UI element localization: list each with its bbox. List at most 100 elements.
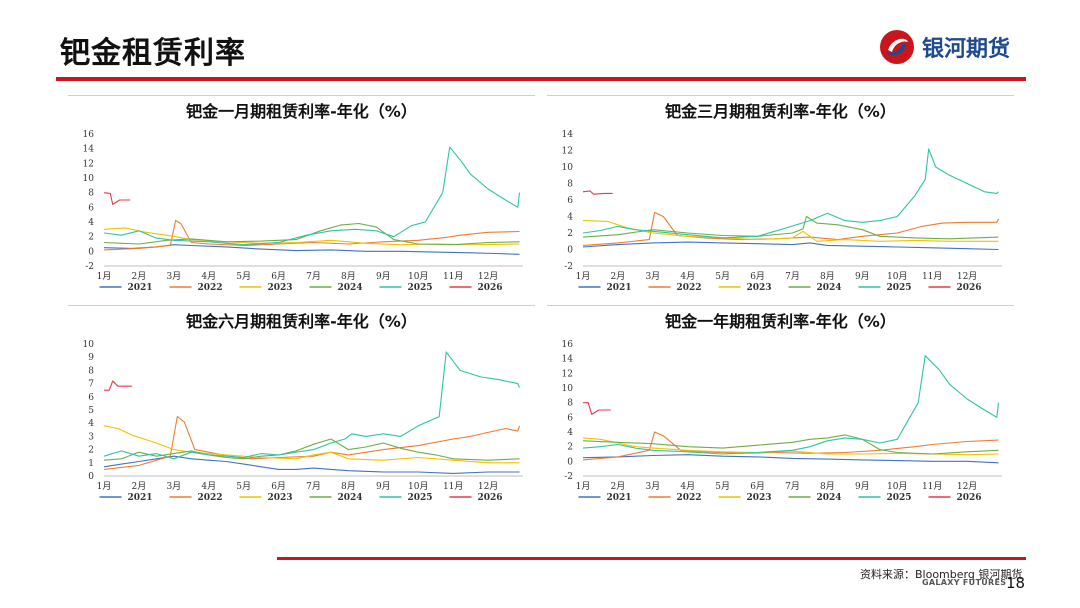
legend-label-2021: 2021	[607, 493, 632, 503]
x-tick-label: 8月	[341, 481, 356, 492]
galaxy-logo-icon	[880, 30, 914, 64]
x-tick-label: 11月	[443, 271, 463, 282]
x-tick-label: 10月	[408, 271, 428, 282]
chart-1y: 钯金一年期租赁利率-年化（%） -2 0 2 4 6 8 10 12 14 16 1月 2月 3月 4月 5月…	[562, 312, 1002, 503]
x-tick-label: 8月	[341, 271, 356, 282]
x-tick-label: 2月	[611, 271, 626, 282]
y-tick-label: 2	[88, 233, 94, 243]
legend-label-2026: 2026	[957, 283, 982, 293]
series-line-2022	[103, 219, 520, 251]
legend-label-2024: 2024	[817, 283, 842, 293]
x-tick-label: 9月	[855, 481, 870, 492]
y-tick-label: 10	[83, 340, 95, 350]
y-tick-label: 3	[88, 432, 94, 442]
x-tick-label: 3月	[166, 481, 181, 492]
x-tick-label: 11月	[922, 481, 942, 492]
x-tick-label: 2月	[132, 271, 147, 282]
y-tick-label: 2	[88, 446, 94, 456]
series-line-2023	[582, 437, 999, 456]
legend-label-2022: 2022	[677, 283, 702, 293]
y-tick-label: 4	[88, 419, 94, 429]
series-line-2022	[103, 416, 521, 470]
chart-6m: 钯金六月期租赁利率-年化（%） 0 1 2 3 4 5 6 7 8 9 10 1月 2月 3月 4月 5月 6月 7…	[83, 312, 523, 503]
y-tick-label: 6	[88, 393, 94, 403]
y-tick-label: -2	[564, 472, 573, 482]
y-tick-label: 6	[567, 196, 573, 206]
x-tick-label: 10月	[887, 271, 907, 282]
y-tick-label: 7	[88, 380, 94, 390]
x-tick-label: 1月	[97, 481, 112, 492]
x-tick-label: 2月	[611, 481, 626, 492]
legend-label-2022: 2022	[198, 493, 223, 503]
legend-label-2022: 2022	[677, 493, 702, 503]
x-tick-label: 7月	[785, 481, 800, 492]
series-line-2025	[103, 146, 521, 246]
y-tick-label: 0	[88, 472, 94, 482]
series-line-2021	[103, 455, 520, 474]
x-tick-label: 9月	[855, 271, 870, 282]
legend-label-2026: 2026	[478, 493, 503, 503]
legend-label-2021: 2021	[128, 283, 153, 293]
x-tick-label: 12月	[478, 481, 498, 492]
x-tick-label: 5月	[236, 481, 251, 492]
x-tick-label: 6月	[271, 271, 286, 282]
y-tick-label: 0	[567, 457, 573, 467]
legend-label-2024: 2024	[817, 493, 842, 503]
legend-label-2024: 2024	[338, 493, 363, 503]
y-tick-label: 12	[562, 369, 573, 379]
legend-label-2026: 2026	[957, 493, 982, 503]
y-tick-label: 8	[88, 366, 94, 376]
x-tick-label: 4月	[201, 481, 216, 492]
series-line-2024	[103, 222, 520, 246]
y-tick-label: 14	[83, 145, 95, 155]
legend-label-2026: 2026	[478, 283, 503, 293]
y-tick-label: 6	[88, 203, 94, 213]
chart-panel-3m: 钯金三月期租赁利率-年化（%） -2 0 2 4 6 8 10 12 14 1月 2月 3月 4月 5月 6月…	[547, 95, 1014, 306]
y-tick-label: 2	[567, 443, 573, 453]
series-line-2022	[582, 431, 999, 461]
y-tick-label: 12	[562, 147, 573, 157]
legend-label-2023: 2023	[268, 493, 293, 503]
x-tick-label: 12月	[478, 271, 498, 282]
x-tick-label: 5月	[715, 481, 730, 492]
series-line-2024	[103, 438, 520, 461]
x-tick-label: 1月	[97, 271, 112, 282]
y-tick-label: 0	[567, 246, 573, 256]
x-tick-label: 6月	[750, 271, 765, 282]
y-tick-label: 9	[88, 353, 94, 363]
x-tick-label: 10月	[408, 481, 428, 492]
brand-en-text: GALAXY FUTURES	[922, 578, 1007, 587]
x-tick-label: 4月	[680, 271, 695, 282]
legend-label-2021: 2021	[128, 493, 153, 503]
x-tick-label: 4月	[201, 271, 216, 282]
legend-label-2023: 2023	[747, 493, 772, 503]
y-tick-label: 4	[567, 213, 573, 223]
y-tick-label: 8	[88, 189, 94, 199]
series-line-2026	[103, 192, 131, 205]
series-line-2026	[583, 402, 611, 415]
x-tick-label: 10月	[887, 481, 907, 492]
chart-3m: 钯金三月期租赁利率-年化（%） -2 0 2 4 6 8 10 12 14 1月 2月 3月 4月 5月 6月…	[562, 102, 1002, 293]
chart-title: 钯金一年期租赁利率-年化（%）	[665, 312, 896, 331]
chart-panel-1y: 钯金一年期租赁利率-年化（%） -2 0 2 4 6 8 10 12 14 16 1月 2月 3月 4月 5月…	[547, 305, 1014, 516]
legend-label-2025: 2025	[887, 283, 912, 293]
y-tick-label: 1	[88, 459, 94, 469]
series-line-2023	[103, 425, 520, 464]
chart-1m: 钯金一月期租赁利率-年化（%） -2 0 2 4 6 8 10 12 14 16 1月 2月 3月 4月 5月…	[83, 102, 523, 293]
x-tick-label: 2月	[132, 481, 147, 492]
legend-label-2025: 2025	[408, 283, 433, 293]
page-number: 18	[1006, 574, 1026, 592]
legend-label-2023: 2023	[747, 283, 772, 293]
y-tick-label: 10	[562, 384, 574, 394]
x-tick-label: 8月	[820, 481, 835, 492]
series-line-2025	[582, 355, 1000, 455]
series-line-2026	[104, 380, 132, 391]
x-tick-label: 4月	[680, 481, 695, 492]
y-tick-label: 12	[83, 159, 94, 169]
y-tick-label: -2	[85, 262, 94, 272]
page-title: 钯金租赁利率	[60, 36, 246, 71]
x-tick-label: 6月	[271, 481, 286, 492]
y-tick-label: 10	[83, 174, 95, 184]
x-tick-label: 11月	[443, 481, 463, 492]
y-tick-label: -2	[564, 262, 573, 272]
